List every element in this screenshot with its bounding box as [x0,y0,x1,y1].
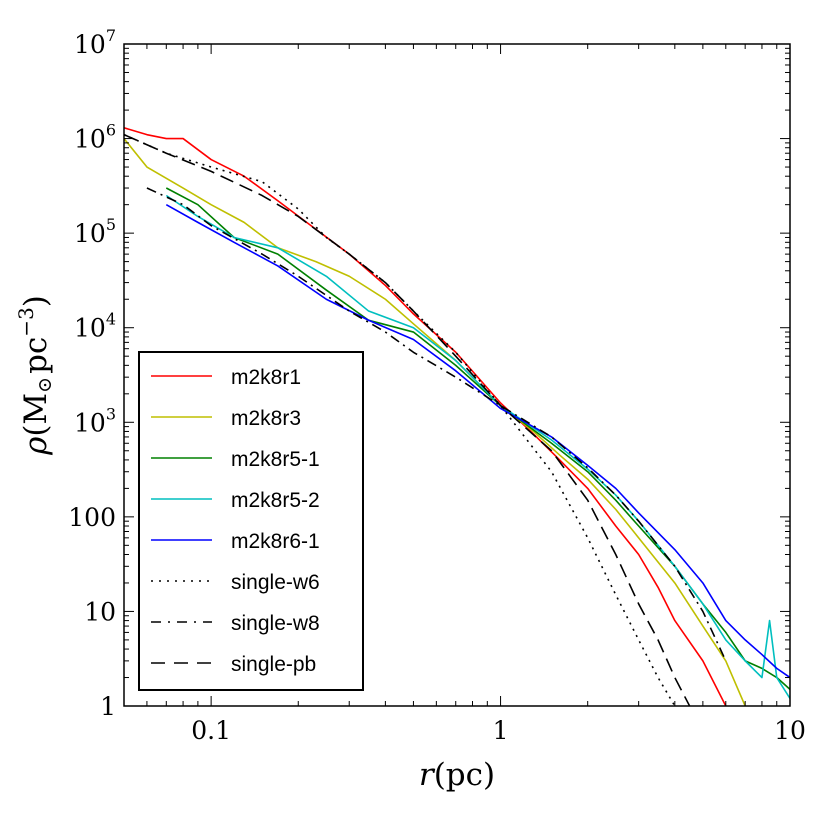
x-tick-label: 1 [493,716,509,745]
y-tick-label: 106 [74,121,116,154]
legend-box [138,351,364,691]
series-line-single-pb [124,133,691,706]
y-tick-label: 100 [68,503,116,532]
series-line-m2k8r1 [124,127,727,706]
legend-label: single-w6 [231,571,320,594]
legend-item-m2k8r5-1: m2k8r5-1 [151,448,320,471]
legend: m2k8r1 m2k8r3 m2k8r5-1 m2k8r5-2 m2k8r6-1 sing… [138,351,364,691]
legend-item-m2k8r3: m2k8r3 [151,407,301,430]
x-tick-label: 10 [774,716,806,745]
ticks-layer [123,43,791,707]
y-tick-label: 103 [74,404,116,437]
legend-item-m2k8r5-2: m2k8r5-2 [151,489,320,512]
legend-item-m2k8r1: m2k8r1 [151,366,301,389]
y-tick-label: 104 [74,310,116,343]
y-tick-label: 10 [84,597,116,626]
legend-label: m2k8r6-1 [231,530,320,553]
legend-entries: m2k8r1 m2k8r3 m2k8r5-1 m2k8r5-2 m2k8r6-1 sing… [151,366,320,676]
legend-item-m2k8r6-1: m2k8r6-1 [151,530,320,553]
plot-frame [123,43,791,707]
legend-label: m2k8r3 [231,407,301,430]
x-axis-label: r(pc) [419,757,495,793]
y-axis-label: ρ(M⊙pc−3) [14,295,56,456]
legend-item-single-w8: single-w8 [151,612,320,635]
legend-item-single-w6: single-w6 [151,571,320,594]
x-tick-label: 0.1 [191,716,231,745]
y-tick-label: 105 [74,215,116,248]
legend-label: m2k8r1 [231,366,301,389]
series-line-m2k8r5-1 [165,187,790,690]
series-line-m2k8r6-1 [165,203,790,679]
tick-labels-layer: 0.1 1 10 1 10 100 103 104 105 106 107 [68,26,806,745]
y-tick-label: 107 [74,26,116,59]
legend-label: m2k8r5-1 [231,448,320,471]
legend-item-single-pb: single-pb [151,653,316,676]
legend-label: single-w8 [231,612,320,635]
series-layer [124,127,790,706]
y-tick-label: 1 [100,692,116,721]
legend-label: m2k8r5-2 [231,489,320,512]
legend-label: single-pb [231,653,316,676]
series-line-m2k8r5-2 [165,194,790,699]
series-line-single-w8 [146,187,727,662]
